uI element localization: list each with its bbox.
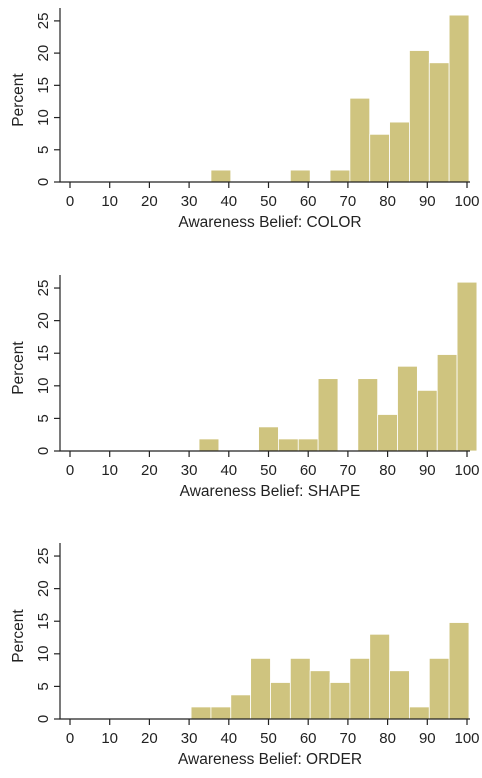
bar-order-5 (289, 657, 311, 720)
bar-order-11 (409, 706, 430, 720)
y-tick-label-shape-0: 0 (35, 447, 52, 455)
bar-shape-2 (278, 438, 299, 452)
panel-order: 0 5 10 15 20 25 0 10 20 30 40 50 60 70 80 90 100 Awarenes… (10, 543, 480, 768)
x-axis-title-color: Awareness Belief: COLOR (178, 214, 361, 231)
x-tick-label-order-90: 90 (419, 730, 436, 747)
bar-shape-5 (357, 378, 379, 452)
bar-order-4 (270, 682, 291, 720)
bar-order-13 (448, 622, 470, 720)
bar-order-8 (349, 657, 371, 720)
y-axis-title-order: Percent (10, 609, 27, 663)
y-tick-label-shape-15: 15 (35, 345, 52, 362)
bar-shape-6 (377, 414, 398, 452)
y-axis-title-color: Percent (10, 73, 27, 127)
bar-order-9 (369, 633, 390, 720)
bar-color-2 (329, 169, 351, 183)
x-tick-label-shape-50: 50 (260, 462, 277, 479)
x-tick-label-color-50: 50 (260, 193, 277, 210)
x-tick-label-shape-20: 20 (141, 462, 158, 479)
bar-shape-10 (456, 281, 478, 452)
bar-color-6 (409, 50, 430, 183)
bar-shape-3 (297, 438, 319, 452)
bar-color-5 (389, 121, 410, 183)
y-tick-label-color-25: 25 (35, 13, 52, 30)
bar-order-3 (250, 657, 271, 720)
bar-color-0 (210, 169, 232, 183)
x-tick-label-order-20: 20 (141, 730, 158, 747)
y-tick-label-order-0: 0 (35, 715, 52, 723)
panel-shape: 0 5 10 15 20 25 0 10 20 30 40 50 60 70 80 90 100 Awarenes… (10, 275, 480, 500)
bar-order-0 (190, 706, 212, 720)
bar-shape-9 (436, 354, 458, 452)
y-tick-label-order-25: 25 (35, 548, 52, 565)
bar-shape-1 (258, 426, 279, 452)
x-tick-label-color-20: 20 (141, 193, 158, 210)
y-tick-label-color-20: 20 (35, 45, 52, 62)
x-tick-label-color-90: 90 (419, 193, 436, 210)
x-tick-label-order-80: 80 (379, 730, 396, 747)
bar-shape-7 (397, 365, 418, 452)
bar-order-12 (428, 657, 450, 720)
x-tick-label-shape-30: 30 (181, 462, 198, 479)
y-tick-label-shape-10: 10 (35, 377, 52, 394)
y-tick-label-color-0: 0 (35, 178, 52, 186)
y-tick-label-shape-20: 20 (35, 312, 52, 329)
bar-color-3 (349, 97, 371, 183)
bar-color-4 (369, 133, 390, 183)
y-tick-label-color-5: 5 (35, 146, 52, 154)
bar-shape-8 (416, 389, 438, 452)
y-tick-label-color-15: 15 (35, 77, 52, 94)
bar-shape-0 (198, 438, 220, 452)
x-axis-title-order: Awareness Belief: ORDER (178, 751, 362, 768)
x-tick-label-color-10: 10 (101, 193, 118, 210)
y-tick-label-order-5: 5 (35, 682, 52, 690)
x-tick-label-order-60: 60 (300, 730, 317, 747)
x-tick-label-color-0: 0 (66, 193, 74, 210)
bar-shape-4 (317, 378, 339, 452)
x-tick-label-shape-80: 80 (379, 462, 396, 479)
x-tick-label-shape-90: 90 (419, 462, 436, 479)
x-tick-label-color-30: 30 (181, 193, 198, 210)
y-tick-label-order-15: 15 (35, 613, 52, 630)
bar-order-10 (389, 670, 410, 720)
x-tick-label-order-10: 10 (101, 730, 118, 747)
x-tick-label-order-0: 0 (66, 730, 74, 747)
x-tick-label-order-70: 70 (340, 730, 357, 747)
y-tick-label-order-10: 10 (35, 645, 52, 662)
x-tick-label-order-30: 30 (181, 730, 198, 747)
x-tick-label-shape-60: 60 (300, 462, 317, 479)
bar-order-6 (309, 670, 331, 720)
x-tick-label-color-60: 60 (300, 193, 317, 210)
y-axis-title-shape: Percent (10, 341, 27, 395)
x-tick-label-color-80: 80 (379, 193, 396, 210)
x-tick-label-order-40: 40 (220, 730, 237, 747)
y-tick-label-color-10: 10 (35, 109, 52, 126)
y-tick-label-shape-5: 5 (35, 414, 52, 422)
x-axis-title-shape: Awareness Belief: SHAPE (180, 483, 361, 500)
x-tick-label-color-70: 70 (340, 193, 357, 210)
x-tick-label-order-100: 100 (454, 730, 479, 747)
x-tick-label-shape-100: 100 (454, 462, 479, 479)
panel-color: 0 5 10 15 20 25 0 10 20 30 40 50 60 70 80 90 100 Awarenes… (10, 8, 480, 231)
x-tick-label-color-40: 40 (220, 193, 237, 210)
bar-color-8 (448, 14, 470, 183)
y-tick-label-shape-25: 25 (35, 280, 52, 297)
x-tick-label-color-100: 100 (454, 193, 479, 210)
bar-order-2 (230, 694, 252, 720)
bar-order-1 (210, 706, 232, 720)
bar-color-7 (428, 62, 450, 183)
bar-color-1 (289, 169, 311, 183)
x-tick-label-shape-70: 70 (340, 462, 357, 479)
x-tick-label-shape-40: 40 (220, 462, 237, 479)
x-tick-label-order-50: 50 (260, 730, 277, 747)
bar-order-7 (329, 682, 351, 720)
x-tick-label-shape-10: 10 (101, 462, 118, 479)
x-tick-label-shape-0: 0 (66, 462, 74, 479)
y-tick-label-order-20: 20 (35, 580, 52, 597)
